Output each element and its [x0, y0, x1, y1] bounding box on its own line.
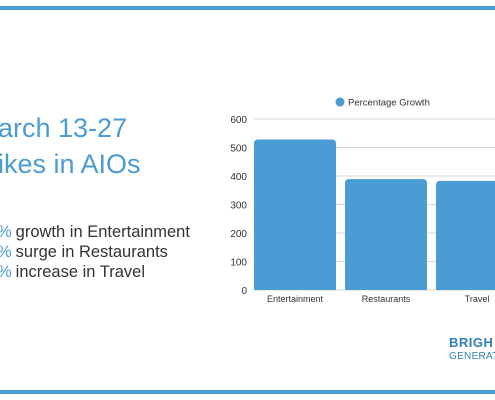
stat-text: increase in Travel: [15, 263, 145, 281]
y-tick-label: 300: [230, 201, 247, 212]
y-tick-label: 100: [230, 258, 247, 269]
x-tick-label: Entertainment: [267, 294, 324, 304]
logo-wordmark: BRIGH: [449, 335, 494, 350]
y-tick-label: 200: [230, 229, 247, 240]
y-tick-label: 500: [230, 144, 247, 155]
slide-heading-line-2: ikes in AIOs: [0, 149, 141, 179]
y-tick-label: 0: [241, 286, 247, 297]
stat-restaurants: %surge in Restaurants: [0, 244, 168, 261]
stat-text: growth in Entertainment: [15, 223, 190, 241]
legend-label: Percentage Growth: [348, 98, 430, 109]
top-frame-line: [0, 6, 495, 10]
bar: [254, 139, 336, 290]
stat-percent-marker: %: [0, 223, 12, 241]
legend-swatch: [335, 97, 345, 107]
stat-text: surge in Restaurants: [15, 243, 168, 261]
bar: [436, 180, 495, 290]
stat-percent-marker: %: [0, 263, 12, 281]
stat-percent-marker: %: [0, 243, 12, 261]
x-tick-label: Travel: [465, 294, 490, 304]
logo-subtext: GENERAT: [449, 351, 495, 362]
stat-travel: %increase in Travel: [0, 264, 145, 281]
brand-logo: BRIGH GENERAT: [449, 336, 495, 362]
stat-entertainment: %growth in Entertainment: [0, 224, 190, 241]
x-tick-label: Restaurants: [362, 294, 411, 304]
y-tick-label: 600: [230, 115, 247, 126]
bottom-frame-line: [0, 390, 495, 394]
bar: [345, 179, 427, 290]
y-tick-label: 400: [230, 172, 247, 183]
slide-heading-line-1: arch 13-27: [0, 113, 128, 143]
bar-chart: 0 100 200 300 400 500 600 Entertainment Restaura…: [230, 97, 495, 304]
